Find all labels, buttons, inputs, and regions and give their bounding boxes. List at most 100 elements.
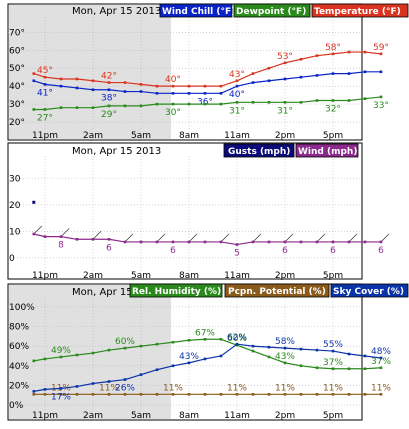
data-label: 59° xyxy=(373,43,389,53)
data-point xyxy=(363,354,367,358)
x-tick-label: 11pm xyxy=(32,131,58,141)
x-tick-label: 2am xyxy=(83,411,103,421)
data-point xyxy=(283,61,287,65)
data-label: 43° xyxy=(229,70,245,80)
data-point xyxy=(347,99,351,102)
data-label: 32° xyxy=(325,105,341,115)
data-point xyxy=(75,237,79,241)
data-point xyxy=(379,70,383,74)
data-point xyxy=(283,77,287,81)
data-point xyxy=(283,392,287,396)
data-point xyxy=(123,104,127,108)
data-point xyxy=(32,200,36,204)
data-point xyxy=(75,385,79,388)
data-point xyxy=(235,342,239,346)
data-label: 42° xyxy=(101,72,117,82)
data-point xyxy=(203,240,207,244)
data-point xyxy=(331,349,335,353)
data-label: 37% xyxy=(371,357,391,367)
date-label: Mon, Apr 15 2013 xyxy=(72,6,161,17)
data-point xyxy=(59,235,63,238)
grid-lines xyxy=(8,295,362,411)
data-point xyxy=(59,355,63,359)
data-point xyxy=(219,354,223,358)
data-point xyxy=(219,102,223,106)
data-label: 6 xyxy=(330,246,336,256)
data-point xyxy=(203,392,207,396)
data-label: 60% xyxy=(115,337,135,347)
legend-label-gusts: Gusts (mph) xyxy=(228,147,290,157)
legend-label-precip: Pcpn. Potential (%) xyxy=(228,287,326,297)
x-tick-label: 5am xyxy=(131,411,151,421)
data-point xyxy=(123,90,127,93)
data-point xyxy=(267,101,271,104)
x-tick-label: 2am xyxy=(83,131,103,141)
data-point xyxy=(32,232,36,236)
x-tick-label: 2pm xyxy=(275,411,295,421)
data-point xyxy=(59,84,63,88)
data-point xyxy=(363,392,367,396)
data-point xyxy=(171,364,175,368)
data-point xyxy=(347,352,351,356)
x-tick-label: 11pm xyxy=(32,411,58,421)
data-point xyxy=(107,348,111,352)
legend-swatch-wind xyxy=(295,143,359,158)
data-label: 33° xyxy=(373,101,389,111)
data-point xyxy=(171,392,175,396)
wind-panel: Mon, Apr 15 2013 Gusts (mph) Wind (mph) … xyxy=(7,142,390,281)
data-point xyxy=(171,340,175,344)
data-point xyxy=(363,70,367,74)
data-point xyxy=(32,79,36,83)
data-point xyxy=(107,380,111,383)
x-tick-labels: 11pm 2am 5am 8am 11am 2pm 5pm xyxy=(32,411,343,421)
y-tick-label: 20 xyxy=(9,201,21,211)
y-tick-label: 0 xyxy=(9,254,15,264)
data-point xyxy=(155,240,159,244)
data-point xyxy=(235,243,239,246)
data-point xyxy=(139,373,143,376)
data-point xyxy=(379,240,383,244)
data-point xyxy=(171,240,175,244)
data-label: 17% xyxy=(51,392,71,402)
data-point xyxy=(155,342,159,346)
night-shade xyxy=(9,285,171,419)
series-layer: 41° 38° 36° 40° 27° 29° 30° 31° 31° 32° 33° 45° 42° 4… xyxy=(32,43,389,123)
data-point xyxy=(75,106,79,109)
data-point xyxy=(155,92,159,95)
y-tick-label: 100% xyxy=(9,303,35,313)
data-label: 31° xyxy=(229,106,245,116)
data-label: 40° xyxy=(165,75,181,85)
data-point xyxy=(32,392,36,396)
x-tick-label: 2pm xyxy=(275,131,295,141)
data-point xyxy=(363,50,367,54)
legend-swatch-precip xyxy=(224,283,330,298)
x-tick-labels: 11pm 2am 5am 8am 11am 2pm 5pm xyxy=(32,131,343,141)
legend-swatch-dewpoint xyxy=(233,3,311,18)
data-point xyxy=(91,106,95,109)
data-label: 38° xyxy=(101,94,117,104)
y-tick-labels: 20° 30° 40° 50° 60° 70° xyxy=(9,28,25,128)
data-point xyxy=(107,104,111,108)
data-point xyxy=(171,92,175,95)
series-layer: 49% 60% 67% 60% 43% 37% 37% 11% 11% 11% 11% 11% 11% 1… xyxy=(32,328,391,402)
data-label: 6 xyxy=(106,243,112,253)
data-point xyxy=(187,92,191,95)
data-point xyxy=(251,240,255,244)
data-point xyxy=(315,74,319,77)
data-point xyxy=(123,240,127,244)
legend-label-sky-cover: Sky Cover (%) xyxy=(333,287,404,297)
x-tick-label: 5pm xyxy=(323,271,343,281)
data-point xyxy=(299,75,303,79)
data-label: 11% xyxy=(371,383,391,393)
data-point xyxy=(187,84,191,88)
data-label: 11% xyxy=(323,383,343,393)
data-label: 11% xyxy=(163,383,183,393)
data-label: 6 xyxy=(282,246,288,256)
data-label: 43% xyxy=(179,352,199,362)
data-point xyxy=(267,79,271,83)
temperature-panel: Mon, Apr 15 2013 Wind Chill (°F) Dewpoin… xyxy=(7,3,409,141)
night-shade xyxy=(9,5,171,139)
data-label: 5 xyxy=(234,249,240,259)
data-point xyxy=(219,92,223,95)
y-tick-label: 30° xyxy=(9,100,25,110)
